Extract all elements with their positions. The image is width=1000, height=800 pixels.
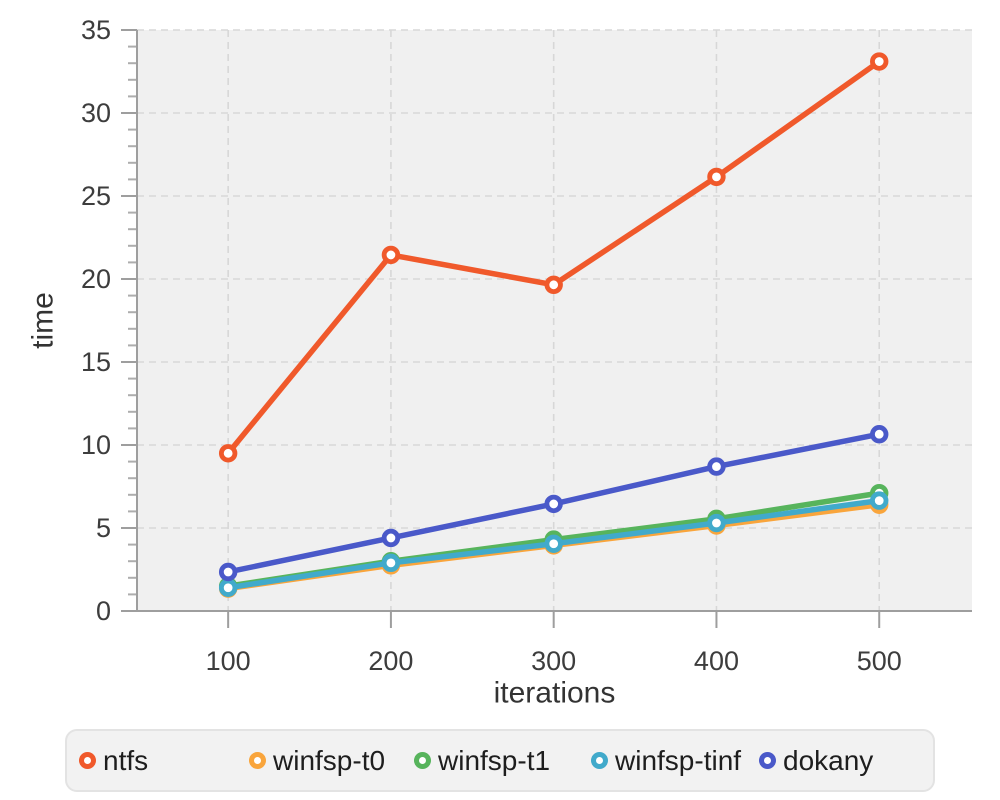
y-tick-label: 15 (81, 347, 111, 377)
legend-label-winfsp-t0: winfsp-t0 (273, 744, 386, 776)
x-tick-label: 100 (206, 646, 251, 676)
legend-item-winfsp-t1: winfsp-t1 (414, 744, 591, 776)
y-tick-label: 5 (96, 513, 111, 543)
marker-winfsp-tinf (544, 534, 563, 553)
legend-label-winfsp-tinf: winfsp-tinf (615, 744, 742, 776)
legend-label-dokany: dokany (783, 744, 874, 776)
marker-dokany (707, 457, 726, 476)
marker-dokany (381, 528, 401, 548)
y-tick-label: 0 (96, 596, 111, 626)
line-chart-plot: 0 5 10 15 20 25 30 35 100 200 300 400 500 time iterati… (27, 15, 972, 710)
y-tick-label: 35 (81, 15, 111, 45)
y-tick-label: 30 (81, 98, 111, 128)
marker-winfsp-tinf (870, 491, 889, 510)
marker-dokany (218, 562, 238, 582)
marker-ntfs (707, 167, 726, 187)
legend-item-ntfs: ntfs (79, 744, 249, 776)
x-tick-label: 400 (694, 646, 739, 676)
y-tick-label: 25 (81, 181, 111, 211)
x-axis-title: iterations (494, 677, 616, 710)
marker-ntfs (544, 275, 563, 295)
x-tick-label: 300 (531, 646, 576, 676)
y-axis-title: time (27, 292, 60, 349)
legend-marker-dokany-icon (759, 752, 776, 769)
marker-winfsp-tinf (218, 578, 238, 597)
legend-item-winfsp-tinf: winfsp-tinf (591, 744, 759, 776)
legend-item-winfsp-t0: winfsp-t0 (249, 744, 414, 776)
legend-label-winfsp-t1: winfsp-t1 (438, 744, 551, 776)
plot-area (137, 30, 972, 611)
legend-marker-winfsp-t0-icon (249, 752, 266, 769)
legend-marker-winfsp-t1-icon (414, 752, 431, 769)
x-tick-label: 200 (368, 646, 413, 676)
y-tick-label: 20 (81, 264, 111, 294)
marker-winfsp-tinf (381, 553, 401, 573)
legend-marker-winfsp-tinf-icon (591, 752, 608, 769)
legend-item-dokany: dokany (759, 744, 874, 776)
marker-dokany (544, 494, 563, 514)
legend: ntfs winfsp-t0 winfsp-t1 winfsp-tinf dokany (65, 729, 935, 792)
marker-dokany (870, 425, 889, 444)
x-tick-label: 500 (857, 646, 902, 676)
marker-ntfs (218, 444, 238, 463)
y-tick-label: 10 (81, 430, 111, 460)
marker-winfsp-tinf (707, 513, 726, 533)
marker-ntfs (870, 52, 889, 71)
legend-label-ntfs: ntfs (103, 744, 149, 776)
legend-marker-ntfs-icon (79, 752, 96, 769)
marker-ntfs (381, 245, 401, 265)
